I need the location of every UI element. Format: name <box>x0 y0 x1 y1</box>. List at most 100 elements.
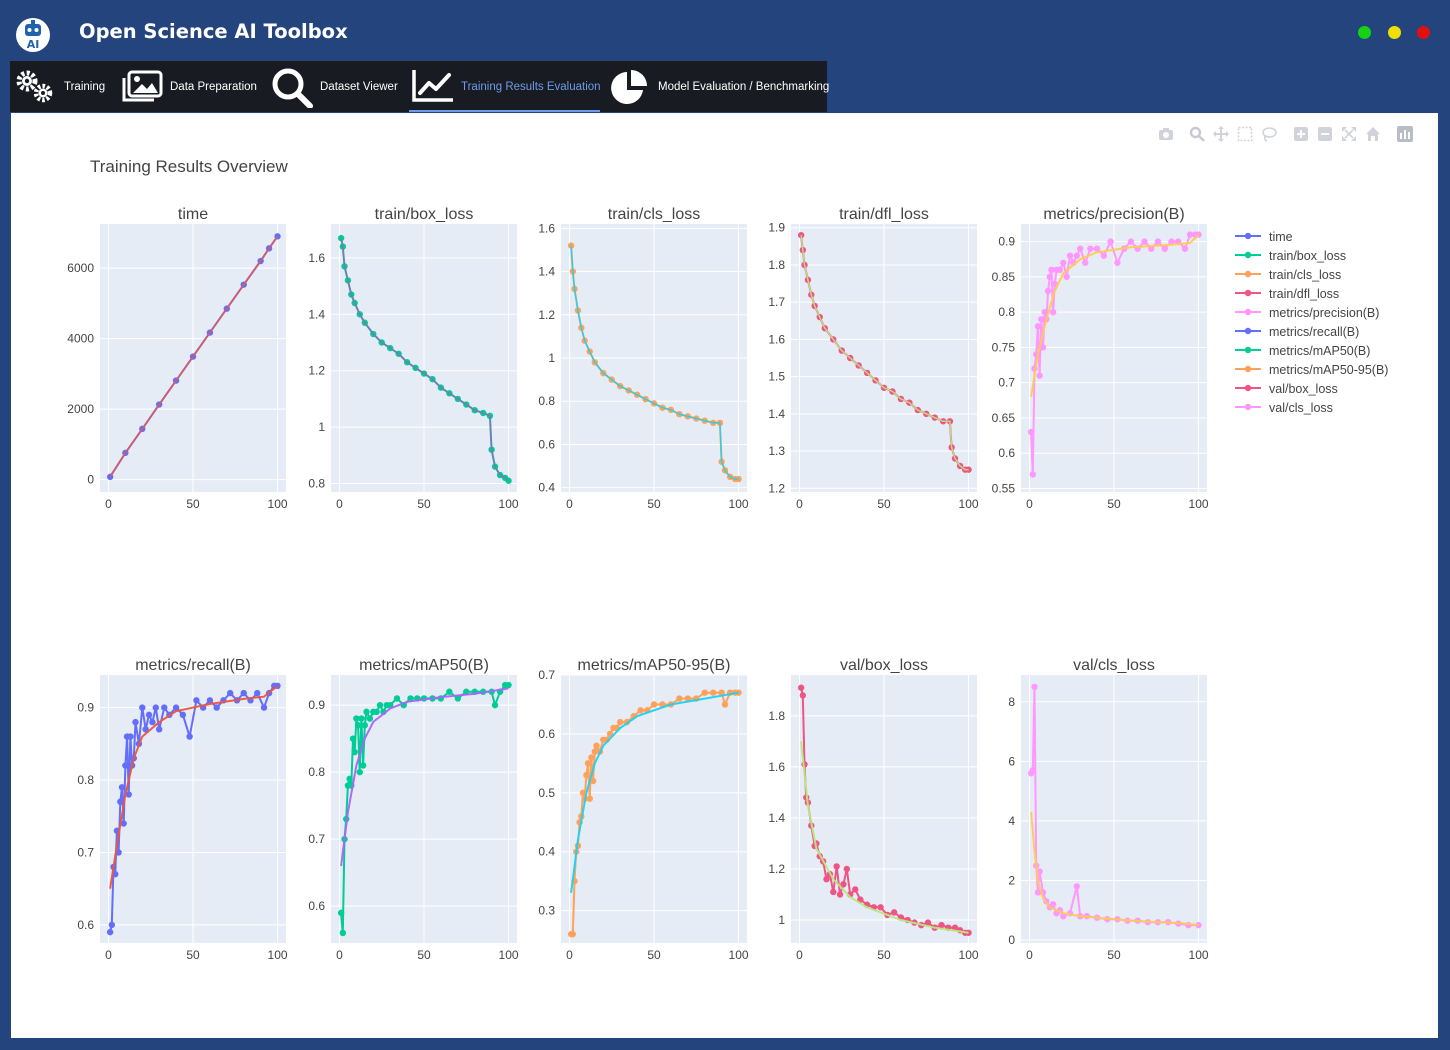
data-point[interactable] <box>593 742 600 749</box>
data-point[interactable] <box>206 697 214 704</box>
data-point[interactable] <box>152 704 159 711</box>
data-point[interactable] <box>797 231 805 239</box>
data-point[interactable] <box>1141 238 1148 245</box>
legend-item-metrics-map50-95-b[interactable]: metrics/mAP50-95(B) <box>1235 363 1388 377</box>
data-point[interactable] <box>1161 245 1168 252</box>
data-point[interactable] <box>965 466 972 473</box>
data-point[interactable] <box>1154 238 1162 245</box>
close-button[interactable] <box>1417 26 1430 39</box>
data-point[interactable] <box>463 688 470 695</box>
data-point[interactable] <box>363 708 370 716</box>
data-point[interactable] <box>1036 372 1043 379</box>
data-point[interactable] <box>833 863 840 870</box>
data-point[interactable] <box>1100 252 1108 259</box>
minimize-button[interactable] <box>1388 26 1401 39</box>
data-point[interactable] <box>1168 238 1175 245</box>
data-point[interactable] <box>161 704 168 711</box>
data-point[interactable] <box>407 695 414 702</box>
data-point[interactable] <box>353 715 360 722</box>
data-point[interactable] <box>1056 266 1064 274</box>
data-point[interactable] <box>1048 266 1055 274</box>
data-point[interactable] <box>1029 767 1037 774</box>
data-point[interactable] <box>366 715 374 722</box>
data-point[interactable] <box>1046 273 1053 281</box>
legend-item-train-box-loss[interactable]: train/box_loss <box>1235 249 1346 263</box>
data-point[interactable] <box>193 697 200 704</box>
data-point[interactable] <box>709 689 717 696</box>
data-point[interactable] <box>583 771 590 779</box>
data-point[interactable] <box>376 701 384 709</box>
legend-item-val-cls-loss[interactable]: val/cls_loss <box>1235 401 1333 415</box>
autoscale-icon[interactable] <box>1341 126 1357 142</box>
data-point[interactable] <box>179 711 187 719</box>
data-point[interactable] <box>1076 245 1084 252</box>
data-point[interactable] <box>586 795 593 802</box>
legend-item-metrics-precision-b[interactable]: metrics/precision(B) <box>1235 306 1379 320</box>
data-point[interactable] <box>1034 889 1042 896</box>
data-point[interactable] <box>337 909 345 917</box>
data-point[interactable] <box>1186 231 1194 238</box>
data-point[interactable] <box>1087 245 1094 252</box>
legend-item-metrics-map50-b[interactable]: metrics/mAP50(B) <box>1235 344 1370 358</box>
data-point[interactable] <box>938 921 945 929</box>
data-point[interactable] <box>1127 238 1135 245</box>
tab-training[interactable]: Training <box>10 61 110 112</box>
data-point[interactable] <box>1049 901 1057 908</box>
lasso-icon[interactable] <box>1261 126 1277 142</box>
data-point[interactable] <box>359 762 367 769</box>
data-point[interactable] <box>718 689 725 696</box>
data-point[interactable] <box>172 704 180 711</box>
data-point[interactable] <box>1034 323 1042 330</box>
data-point[interactable] <box>1082 259 1089 266</box>
data-point[interactable] <box>591 748 599 755</box>
data-point[interactable] <box>393 695 401 702</box>
legend-item-train-dfl-loss[interactable]: train/dfl_loss <box>1235 287 1339 301</box>
zoom-icon[interactable] <box>1189 126 1205 142</box>
data-point[interactable] <box>1039 344 1047 351</box>
box-select-icon[interactable] <box>1237 126 1253 142</box>
tab-training-results-evaluation[interactable]: Training Results Evaluation <box>409 61 601 112</box>
data-point[interactable] <box>840 881 847 888</box>
data-point[interactable] <box>213 704 220 711</box>
data-point[interactable] <box>349 735 357 742</box>
data-point[interactable] <box>386 701 394 709</box>
data-point[interactable] <box>358 715 365 722</box>
data-point[interactable] <box>606 730 614 738</box>
data-point[interactable] <box>1041 308 1048 316</box>
data-point[interactable] <box>584 760 592 767</box>
data-point[interactable] <box>799 692 807 699</box>
plotly-logo-icon[interactable] <box>1397 126 1413 142</box>
data-point[interactable] <box>1073 883 1081 890</box>
data-point[interactable] <box>240 689 247 697</box>
tab-data-preparation[interactable]: Data Preparation <box>118 61 266 112</box>
legend-item-time[interactable]: time <box>1235 230 1293 244</box>
data-point[interactable] <box>446 688 453 695</box>
data-point[interactable] <box>1107 238 1114 245</box>
data-point[interactable] <box>650 701 658 708</box>
data-point[interactable] <box>1073 252 1081 259</box>
data-point[interactable] <box>254 689 261 697</box>
data-point[interactable] <box>1114 259 1121 266</box>
data-point[interactable] <box>1181 245 1189 252</box>
data-point[interactable] <box>339 929 347 937</box>
data-point[interactable] <box>1093 245 1101 252</box>
data-point[interactable] <box>127 733 134 740</box>
data-point[interactable] <box>139 704 146 711</box>
data-point[interactable] <box>361 722 369 729</box>
data-point[interactable] <box>142 726 149 733</box>
data-point[interactable] <box>1063 273 1070 281</box>
data-point[interactable] <box>735 689 742 696</box>
data-point[interactable] <box>260 704 268 711</box>
reset-axes-icon[interactable] <box>1365 126 1381 142</box>
data-point[interactable] <box>797 684 805 691</box>
data-point[interactable] <box>145 711 153 719</box>
data-point[interactable] <box>569 930 577 938</box>
legend-item-metrics-recall-b[interactable]: metrics/recall(B) <box>1235 325 1359 339</box>
data-point[interactable] <box>186 733 193 740</box>
data-point[interactable] <box>676 695 683 702</box>
data-point[interactable] <box>1060 259 1067 266</box>
data-point[interactable] <box>117 798 124 805</box>
data-point[interactable] <box>1060 913 1067 920</box>
data-point[interactable] <box>149 718 156 726</box>
data-point[interactable] <box>965 929 972 936</box>
